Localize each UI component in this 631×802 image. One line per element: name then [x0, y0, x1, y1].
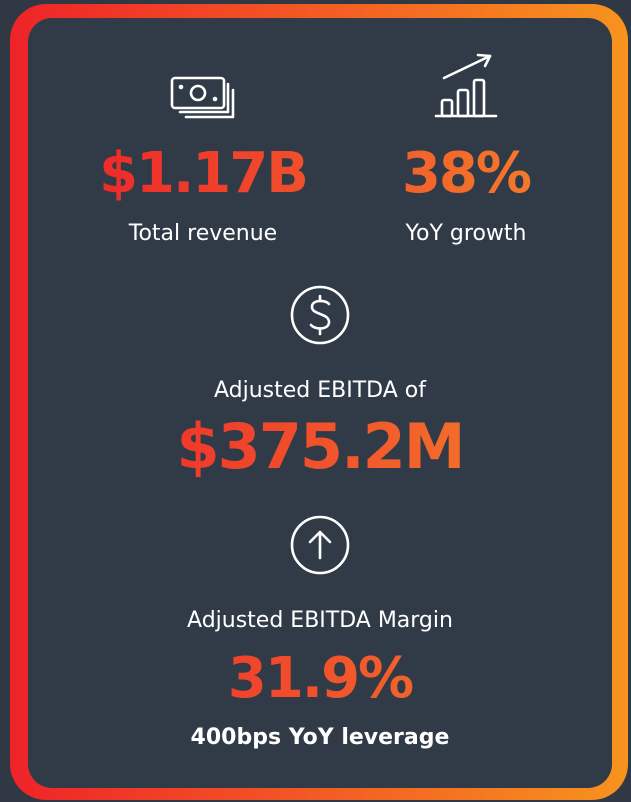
ebitda-value: $375.2M	[177, 410, 464, 483]
stat-label: YoY growth	[405, 221, 527, 246]
money-icon	[170, 76, 235, 119]
margin-value: 31.9%	[228, 646, 413, 711]
growth-icon	[434, 53, 498, 118]
margin-label: Adjusted EBITDA Margin	[187, 608, 453, 633]
stat-value: $1.17B	[99, 141, 307, 206]
ebitda-label: Adjusted EBITDA of	[214, 378, 427, 403]
panel	[28, 18, 612, 788]
arrow-icon	[290, 515, 350, 575]
dollar-icon	[290, 285, 350, 345]
margin-note: 400bps YoY leverage	[191, 725, 450, 750]
stat-label: Total revenue	[128, 221, 277, 246]
stat-value: 38%	[402, 141, 531, 206]
